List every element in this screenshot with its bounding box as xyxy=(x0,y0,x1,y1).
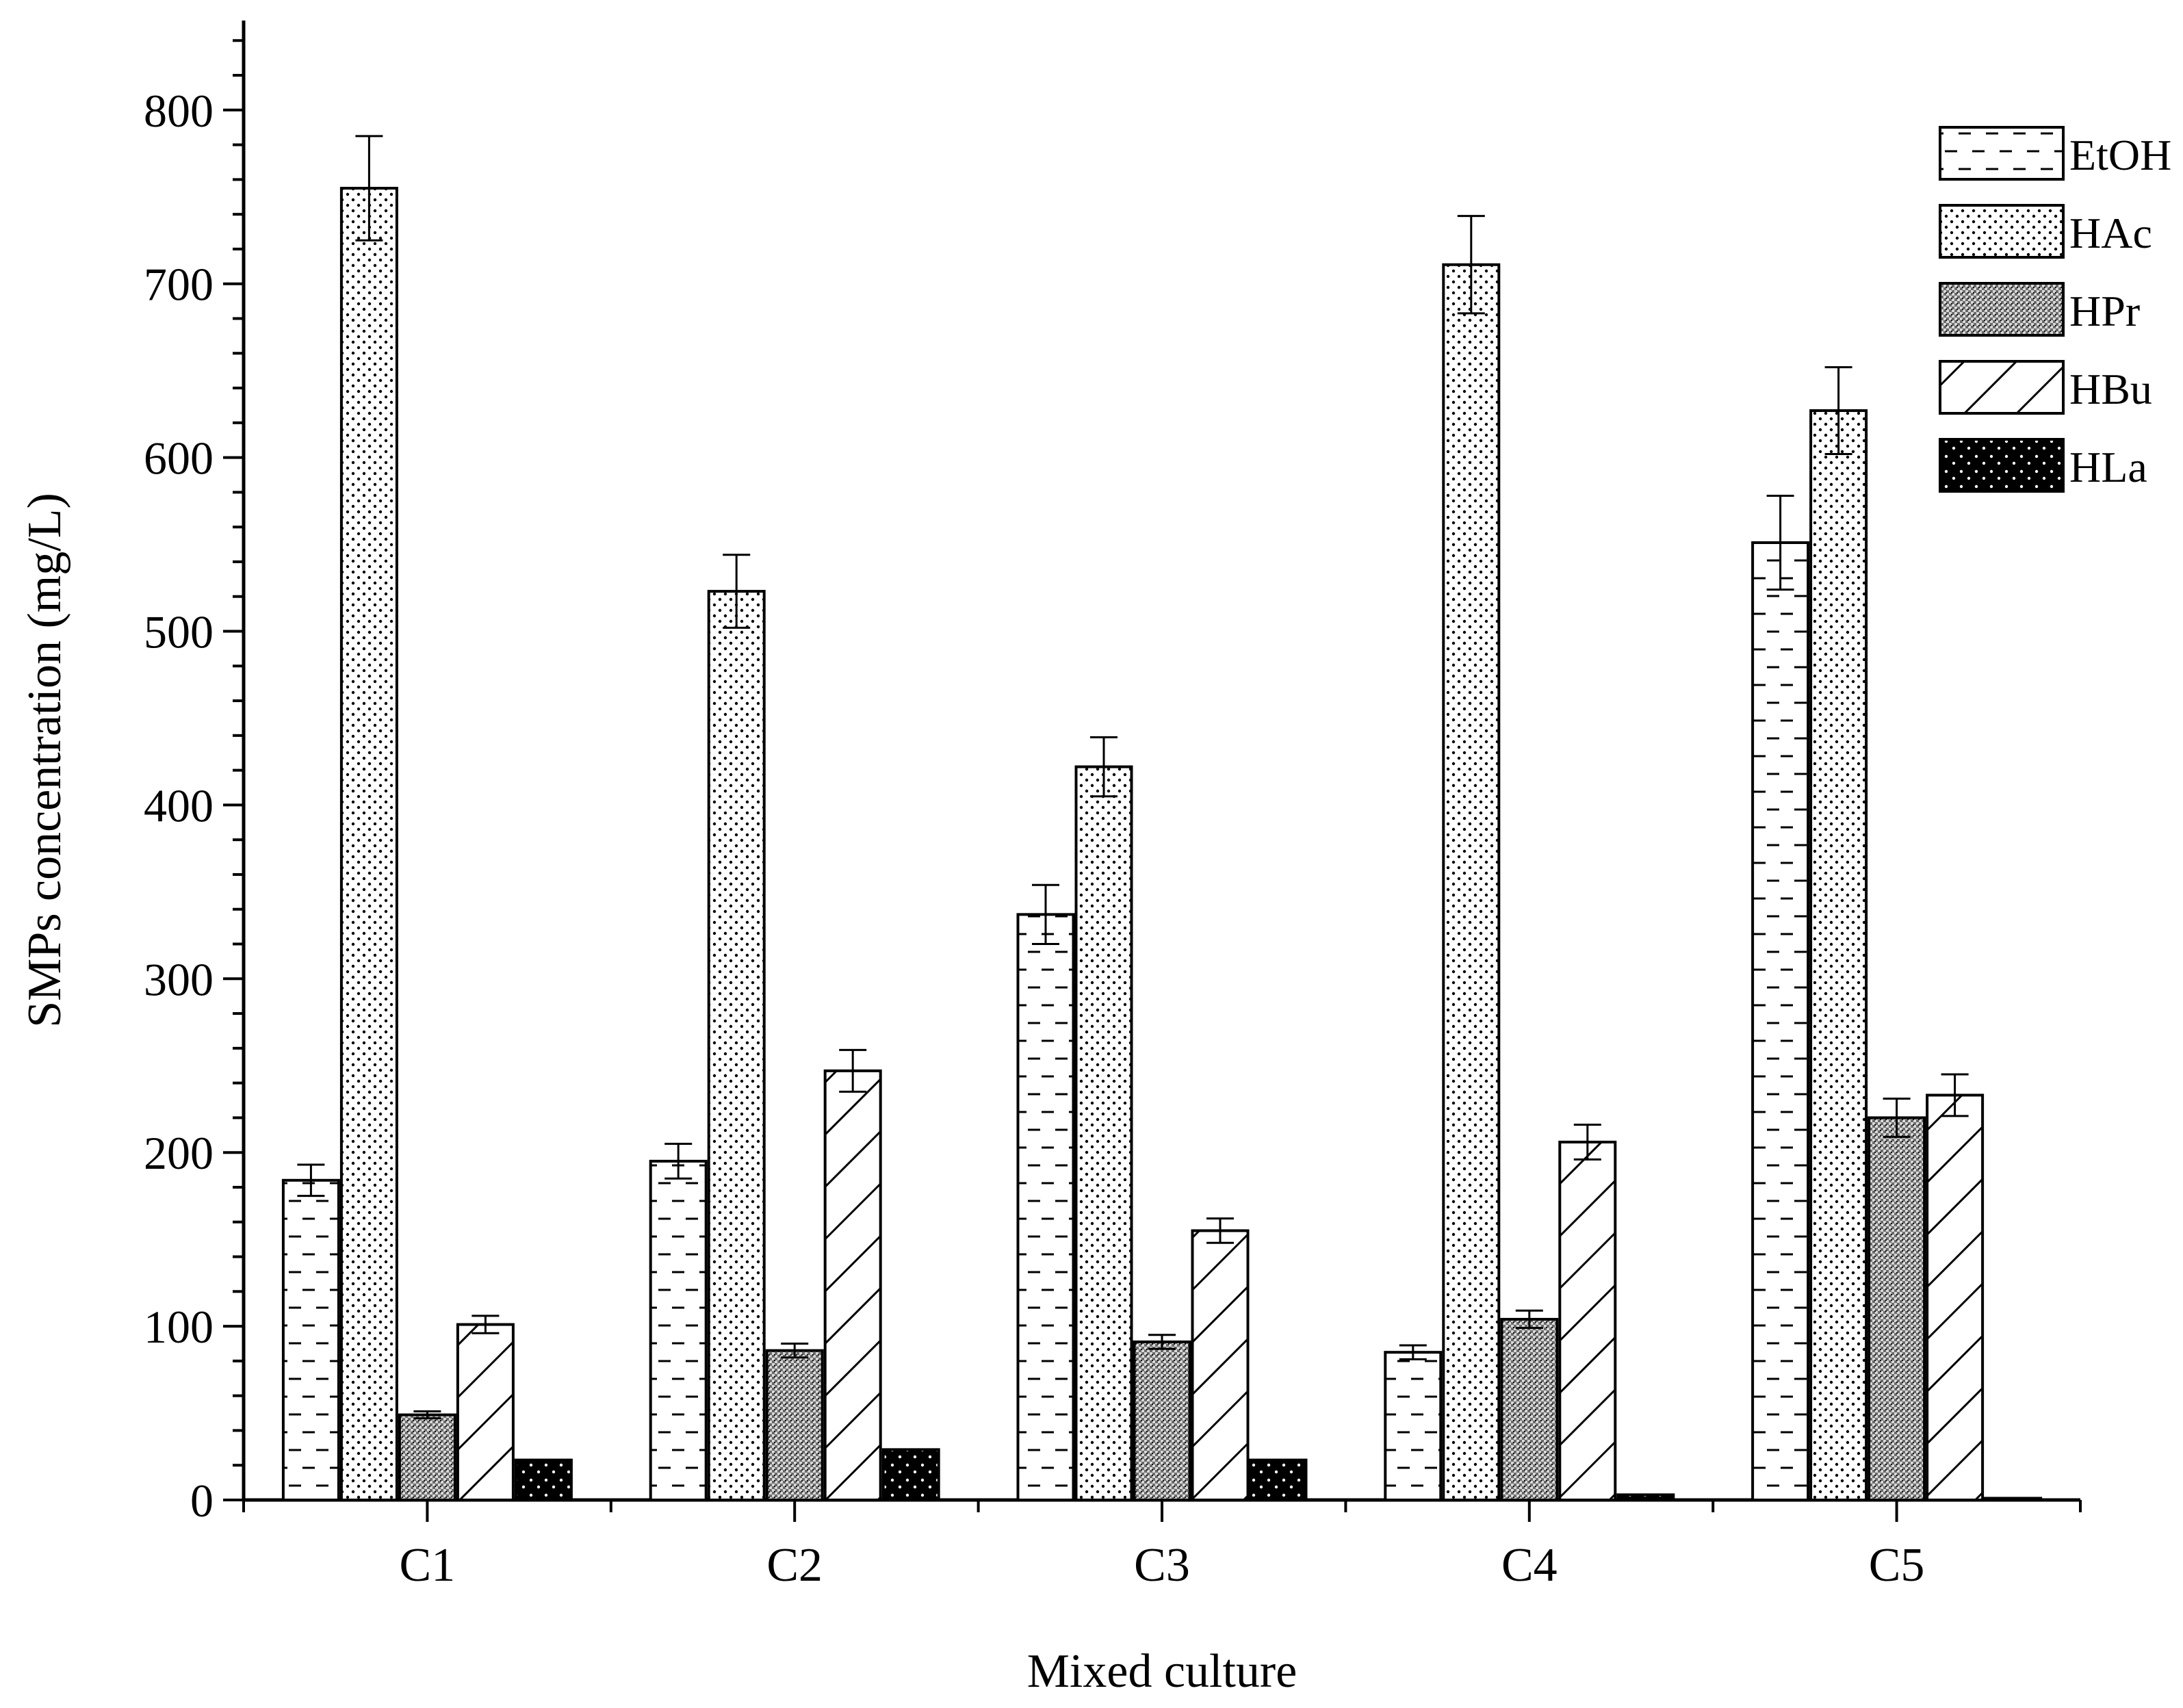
bar-hla-c3 xyxy=(1249,1458,1308,1502)
legend-label: HBu xyxy=(2069,365,2152,413)
error-bar-hpr-c4 xyxy=(1515,1309,1543,1330)
error-bar-hbu-c2 xyxy=(839,1048,867,1093)
x-tick-label: C5 xyxy=(1869,1539,1925,1592)
error-bar-hpr-c5 xyxy=(1883,1097,1911,1138)
legend-label: HAc xyxy=(2069,209,2152,257)
legend-item-hac: HAc xyxy=(1939,204,2152,259)
y-axis-label: SMPs concentration (mg/L) xyxy=(18,493,71,1028)
error-bar-hac-c2 xyxy=(723,554,751,629)
bar-hac-c5 xyxy=(1809,409,1868,1501)
legend-swatch xyxy=(1939,126,2065,181)
bar-hbu-c2 xyxy=(823,1069,882,1501)
error-bar-hpr-c3 xyxy=(1148,1334,1176,1350)
bar-hla-c2 xyxy=(881,1448,940,1501)
legend-item-hpr: HPr xyxy=(1939,282,2140,337)
y-tick-label: 100 xyxy=(144,1301,214,1353)
error-bar-hbu-c3 xyxy=(1206,1217,1234,1244)
bar-hpr-c1 xyxy=(398,1413,456,1502)
x-tick-label: C2 xyxy=(766,1539,823,1592)
bar-hpr-c3 xyxy=(1133,1340,1191,1502)
legend-item-hla: HLa xyxy=(1939,438,2147,493)
bar-hla-c4 xyxy=(1616,1493,1675,1502)
y-tick-label: 600 xyxy=(144,432,214,484)
y-tick-label: 200 xyxy=(144,1127,214,1179)
bar-hac-c2 xyxy=(707,590,766,1501)
error-bar-hac-c5 xyxy=(1824,366,1852,456)
error-bar-etoh-c3 xyxy=(1032,883,1059,946)
error-bar-etoh-c5 xyxy=(1766,494,1794,591)
legend-swatch xyxy=(1939,282,2065,337)
bar-hpr-c5 xyxy=(1868,1116,1926,1502)
bars xyxy=(281,187,2043,1502)
legend-swatch xyxy=(1939,438,2065,493)
bar-etoh-c3 xyxy=(1016,913,1075,1502)
bar-hbu-c3 xyxy=(1191,1229,1250,1501)
bar-hac-c1 xyxy=(339,187,398,1501)
error-bar-etoh-c2 xyxy=(664,1143,693,1180)
bar-hbu-c4 xyxy=(1558,1140,1617,1501)
error-bar-etoh-c1 xyxy=(297,1163,325,1198)
error-bar-hbu-c4 xyxy=(1573,1124,1601,1161)
x-tick-label: C4 xyxy=(1501,1539,1558,1592)
error-bar-hbu-c1 xyxy=(472,1315,500,1334)
bar-etoh-c4 xyxy=(1384,1351,1443,1502)
bar-hpr-c4 xyxy=(1500,1317,1559,1501)
bar-hac-c3 xyxy=(1074,765,1133,1501)
y-ticks: 0 100 200 300 400 500 600 700 800 xyxy=(144,39,244,1527)
bar-etoh-c1 xyxy=(281,1178,340,1501)
x-tick-label: C1 xyxy=(400,1539,456,1592)
error-bar-etoh-c4 xyxy=(1399,1344,1427,1360)
legend-label: EtOH xyxy=(2069,131,2171,179)
x-axis-label: Mixed culture xyxy=(1027,1645,1297,1698)
bar-etoh-c5 xyxy=(1751,541,1810,1501)
legend: EtOH HAc HPr HBu HLa xyxy=(1939,126,2171,493)
error-bar-hac-c1 xyxy=(355,135,383,242)
error-bar-hac-c3 xyxy=(1090,736,1118,798)
y-tick-label: 700 xyxy=(144,259,214,311)
bar-hpr-c2 xyxy=(765,1349,824,1501)
bar-hla-c1 xyxy=(514,1458,573,1502)
error-bar-hbu-c5 xyxy=(1941,1073,1969,1117)
legend-swatch xyxy=(1939,360,2065,415)
legend-label: HLa xyxy=(2069,443,2147,491)
y-tick-label: 800 xyxy=(144,85,214,137)
error-bar-hpr-c2 xyxy=(781,1342,809,1359)
x-ticks: C1 C2 C3 C4 C5 xyxy=(242,1500,2082,1592)
legend-swatch xyxy=(1939,204,2065,259)
bar-etoh-c2 xyxy=(649,1159,708,1502)
bar-hbu-c1 xyxy=(456,1323,515,1502)
bar-hbu-c5 xyxy=(1926,1094,1985,1501)
y-tick-label: 400 xyxy=(144,779,214,831)
y-tick-label: 0 xyxy=(190,1475,214,1527)
bar-hac-c4 xyxy=(1442,263,1501,1501)
error-bars xyxy=(297,135,1969,1420)
bar-hla-c5 xyxy=(1984,1497,2043,1501)
y-tick-label: 300 xyxy=(144,953,214,1005)
error-bar-hpr-c1 xyxy=(413,1410,441,1420)
error-bar-hac-c4 xyxy=(1457,215,1485,315)
legend-label: HPr xyxy=(2069,287,2140,335)
y-tick-label: 500 xyxy=(144,606,214,658)
x-tick-label: C3 xyxy=(1134,1539,1190,1592)
legend-item-hbu: HBu xyxy=(1939,360,2152,415)
legend-item-etoh: EtOH xyxy=(1939,126,2171,181)
